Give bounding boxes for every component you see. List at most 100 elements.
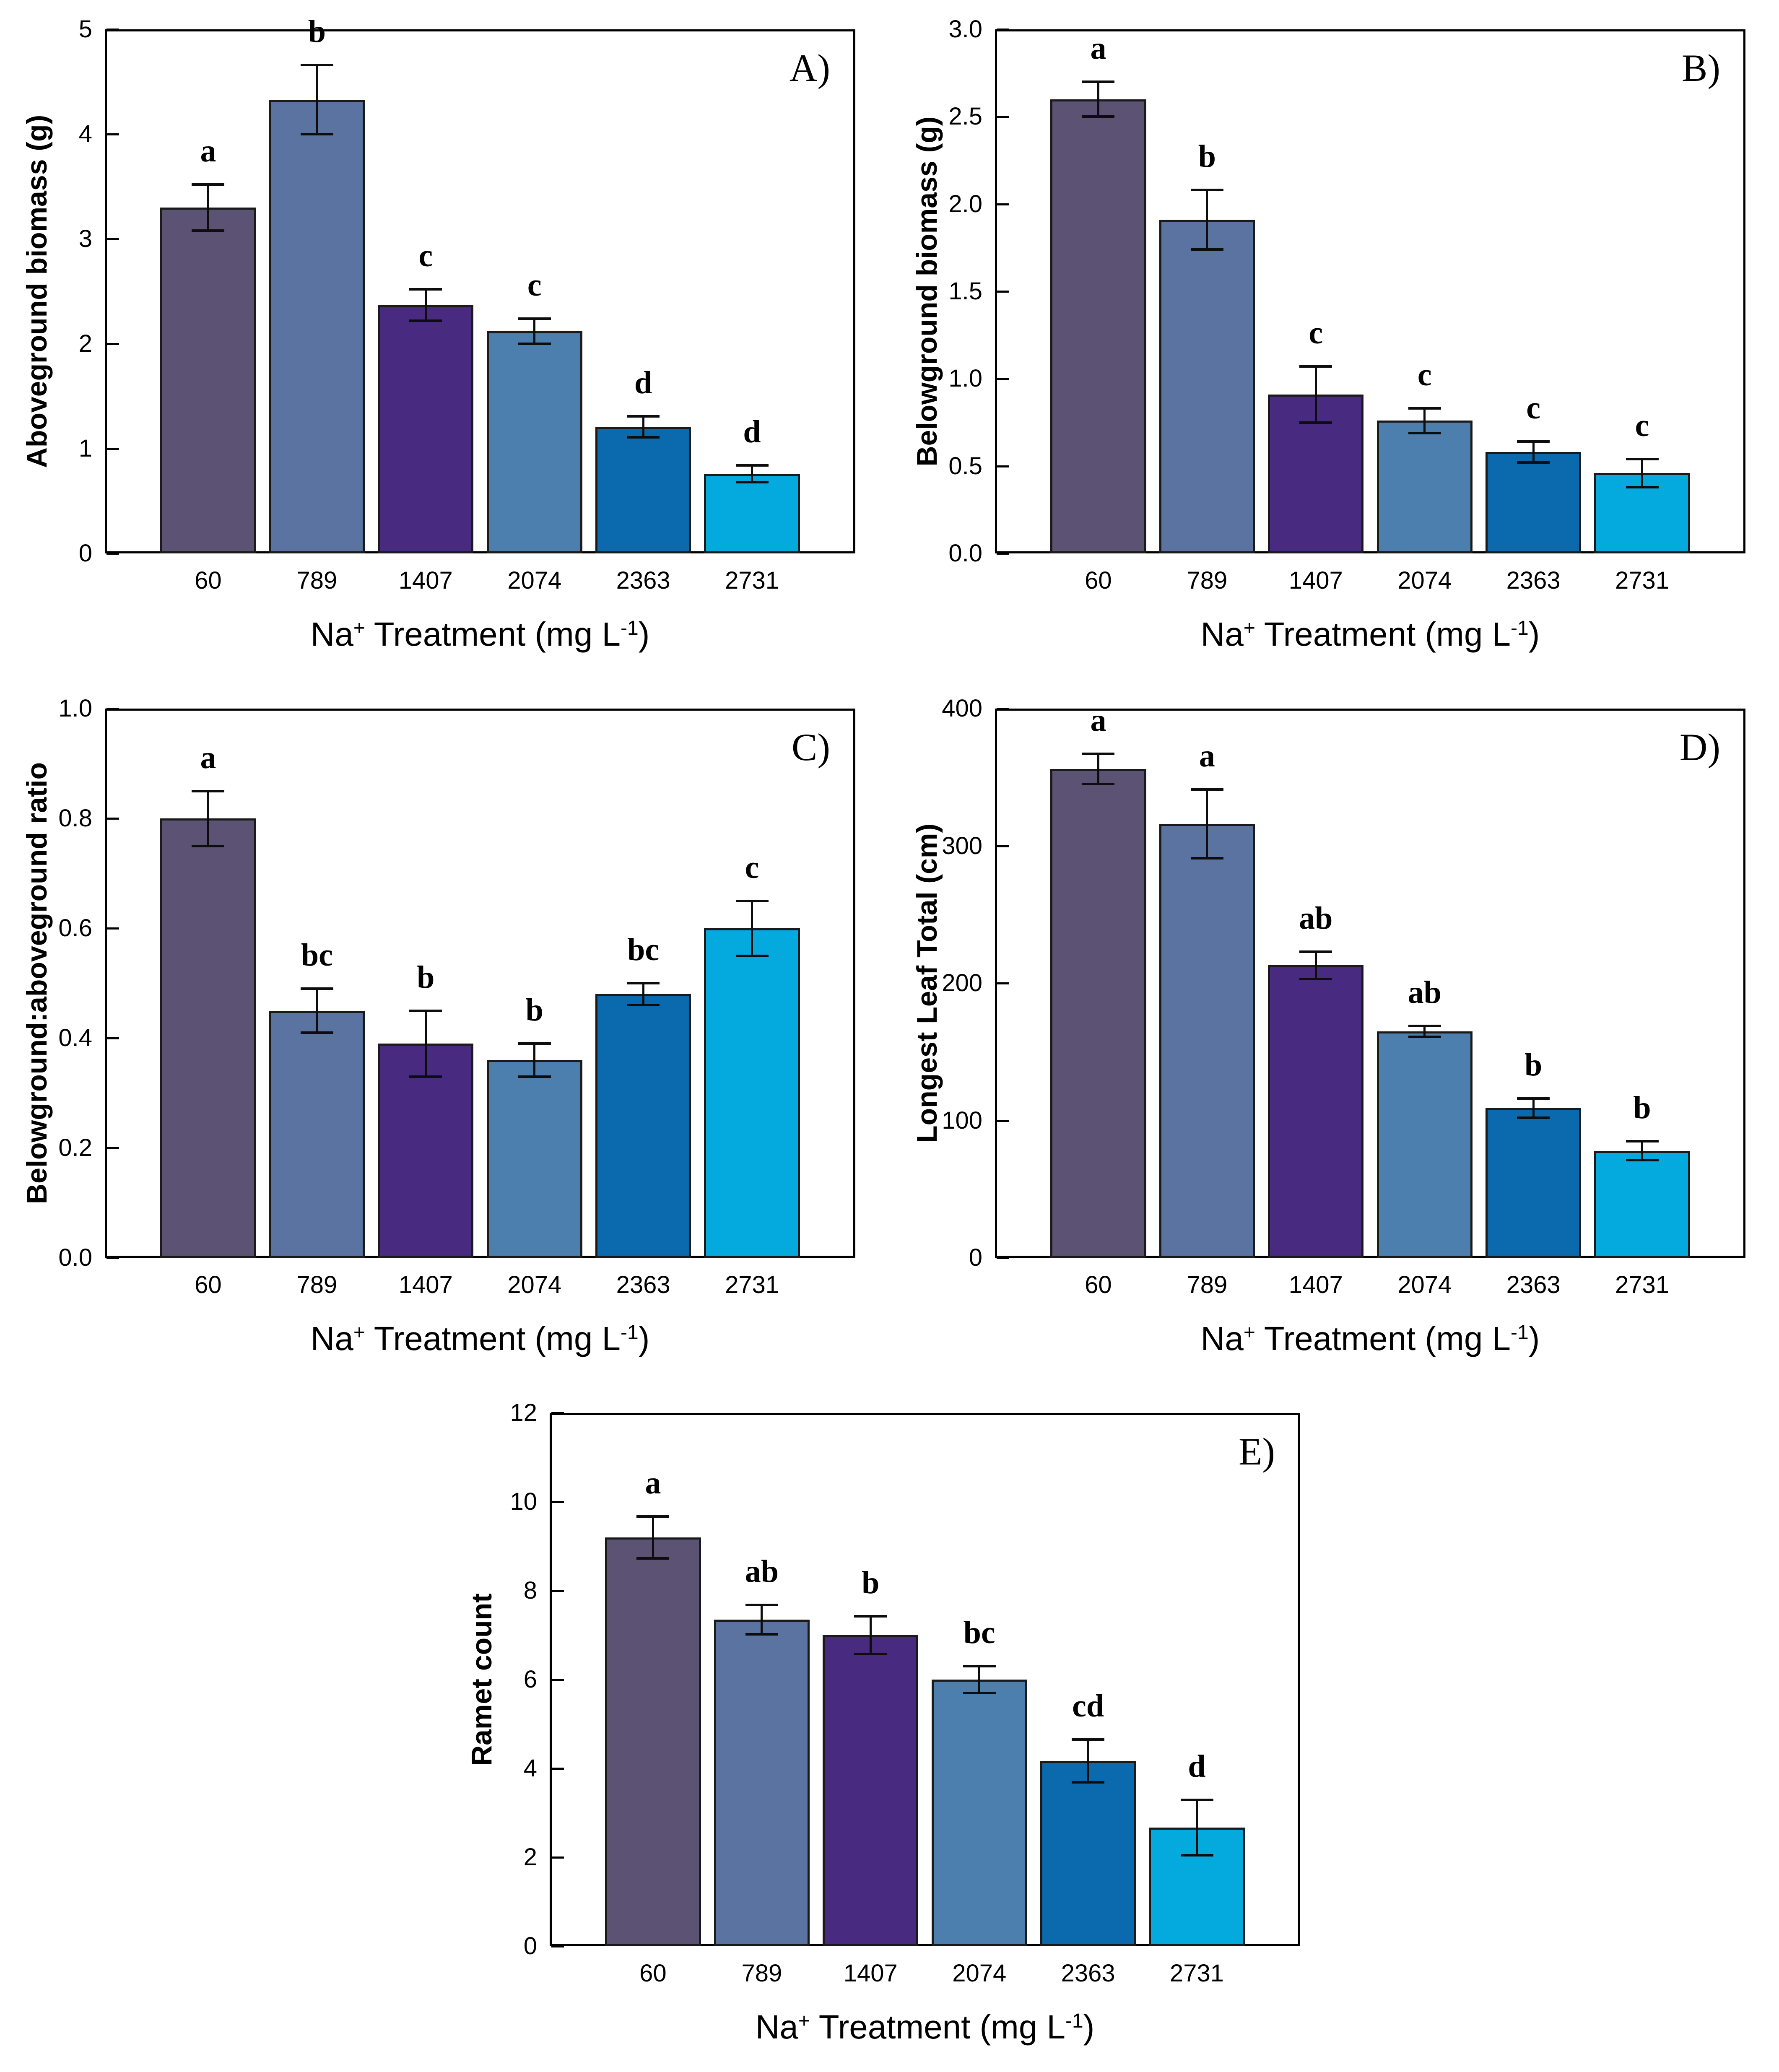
x-axis-title: Na+ Treatment (mg L-1): [310, 1320, 650, 1357]
panel-d: 0 100 200 300 400 a 60 a 789 ab 1407 ab 2074 b 2363 b 27…: [890, 679, 1779, 1384]
error-bar-cap-bottom: [854, 1652, 887, 1655]
sig-letter: ab: [1408, 974, 1441, 1010]
error-bar-cap-bottom: [1190, 857, 1223, 859]
error-bar-cap-top: [1626, 458, 1659, 460]
x-tick-label: 2363: [1506, 1271, 1561, 1298]
bar-1407: [1268, 965, 1364, 1258]
y-tick-label: 5: [78, 16, 92, 43]
x-tick-label: 789: [741, 1960, 782, 1987]
error-bar-line: [1097, 82, 1099, 117]
error-bar-line: [751, 465, 753, 482]
error-bar-cap-top: [735, 464, 769, 467]
x-tick-label: 2074: [507, 567, 562, 594]
y-tick-mark: [997, 1257, 1009, 1259]
x-axis-title: Na+ Treatment (mg L-1): [310, 615, 650, 653]
error-bar-line: [1097, 754, 1099, 784]
y-tick-label: 0.0: [58, 1244, 92, 1271]
panel-letter: E): [1239, 1430, 1275, 1473]
error-bar-cap-bottom: [300, 1031, 333, 1034]
bar-789: [269, 1010, 365, 1258]
y-tick-label: 10: [510, 1488, 537, 1515]
error-bar-line: [207, 791, 209, 846]
sig-letter: a: [1090, 31, 1106, 66]
sig-letter: ab: [1299, 900, 1333, 936]
y-tick-label: 300: [942, 832, 982, 859]
error-bar-cap-top: [192, 789, 225, 792]
bar-789: [269, 99, 365, 553]
error-bar-cap-bottom: [627, 436, 660, 439]
y-tick-label: 1.0: [948, 365, 982, 392]
error-bar-line: [424, 289, 427, 321]
bar-2363: [595, 426, 691, 553]
sig-letter: bc: [301, 937, 333, 973]
sig-letter: c: [1309, 315, 1323, 351]
sig-letter: b: [308, 14, 326, 49]
sig-letter: b: [1524, 1047, 1543, 1083]
bar-2074: [931, 1680, 1027, 1946]
x-tick-label: 789: [1187, 1271, 1228, 1298]
bar-2074: [1376, 1031, 1473, 1258]
error-bar-cap-top: [745, 1603, 778, 1606]
bar-60: [160, 818, 256, 1258]
bar-2363: [1485, 452, 1582, 553]
x-tick-label: 60: [195, 1271, 222, 1298]
y-tick-mark: [997, 29, 1009, 31]
x-tick-label: 1407: [1288, 567, 1343, 594]
sig-letter: a: [200, 133, 216, 169]
error-bar-cap-top: [627, 982, 660, 984]
bar-789: [1159, 220, 1255, 553]
error-bar-cap-bottom: [409, 319, 442, 322]
y-tick-mark: [997, 116, 1009, 118]
y-tick-label: 200: [942, 969, 982, 997]
sig-letter: d: [634, 365, 652, 400]
y-tick-mark: [997, 1119, 1009, 1122]
error-bar-cap-bottom: [963, 1691, 996, 1694]
error-bar-cap-bottom: [192, 844, 225, 847]
y-tick-mark: [106, 133, 119, 135]
error-bar-cap-top: [636, 1515, 670, 1518]
error-bar-line: [1641, 1141, 1644, 1161]
sig-letter: bc: [963, 1615, 995, 1651]
error-bar-cap-bottom: [1190, 248, 1223, 251]
error-bar-line: [652, 1516, 654, 1558]
sig-letter: c: [1635, 408, 1649, 443]
x-tick-label: 2363: [616, 567, 670, 594]
y-tick-label: 6: [523, 1666, 537, 1693]
y-tick-mark: [551, 1679, 564, 1681]
bar-2731: [704, 474, 800, 553]
x-tick-label: 60: [1085, 1271, 1112, 1298]
bar-60: [605, 1537, 701, 1946]
sig-letter: c: [418, 238, 433, 273]
error-bar-line: [1087, 1740, 1089, 1782]
y-tick-label: 8: [523, 1577, 537, 1604]
error-bar-cap-bottom: [518, 343, 551, 345]
plot-area-c: [105, 709, 855, 1258]
y-tick-label: 400: [942, 695, 982, 722]
sig-letter: a: [645, 1465, 661, 1501]
x-tick-label: 789: [296, 567, 338, 594]
y-tick-label: 100: [942, 1106, 982, 1134]
sig-letter: b: [1198, 139, 1216, 174]
error-bar-cap-bottom: [1408, 431, 1441, 434]
sig-letter: d: [1188, 1749, 1206, 1784]
y-tick-label: 0: [969, 1244, 982, 1271]
error-bar-cap-top: [192, 183, 225, 186]
error-bar-cap-top: [1082, 80, 1115, 83]
sig-letter: b: [525, 992, 543, 1028]
y-tick-label: 4: [78, 120, 92, 148]
error-bar-cap-bottom: [1082, 115, 1115, 118]
error-bar-cap-top: [1180, 1799, 1213, 1802]
y-tick-mark: [551, 1856, 564, 1859]
bar-60: [1050, 99, 1146, 553]
y-tick-label: 3.0: [948, 16, 982, 43]
x-tick-label: 2731: [1615, 1271, 1670, 1298]
error-bar-cap-top: [963, 1665, 996, 1668]
y-tick-mark: [551, 1412, 564, 1414]
panel-letter: C): [792, 726, 830, 769]
bar-2074: [1376, 421, 1473, 553]
y-tick-label: 1: [78, 435, 92, 462]
sig-letter: c: [745, 849, 759, 885]
y-tick-label: 0.2: [58, 1134, 92, 1161]
error-bar-cap-bottom: [1626, 486, 1659, 488]
